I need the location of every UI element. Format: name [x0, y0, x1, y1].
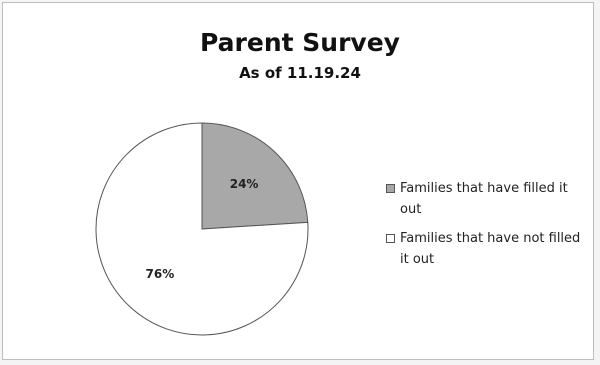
chart-area — [2, 2, 594, 360]
chart-legend: Families that have filled it out Familie… — [386, 178, 586, 278]
legend-label-not-filled: Families that have not filled it out — [400, 231, 581, 267]
pie-data-label-2: 76% — [146, 267, 175, 281]
pie-slice-2 — [95, 122, 309, 336]
chart-title: Parent Survey — [200, 28, 400, 57]
legend-item-filled: Families that have filled it out — [386, 178, 586, 220]
chart-subtitle: As of 11.19.24 — [239, 64, 361, 82]
pie-data-label-1: 24% — [230, 177, 259, 191]
pie-slice-1 — [201, 122, 309, 230]
legend-item-not-filled: Families that have not filled it out — [386, 228, 586, 270]
legend-swatch-not-filled — [386, 234, 395, 243]
legend-swatch-filled — [386, 184, 395, 193]
legend-label-filled: Families that have filled it out — [400, 181, 568, 217]
